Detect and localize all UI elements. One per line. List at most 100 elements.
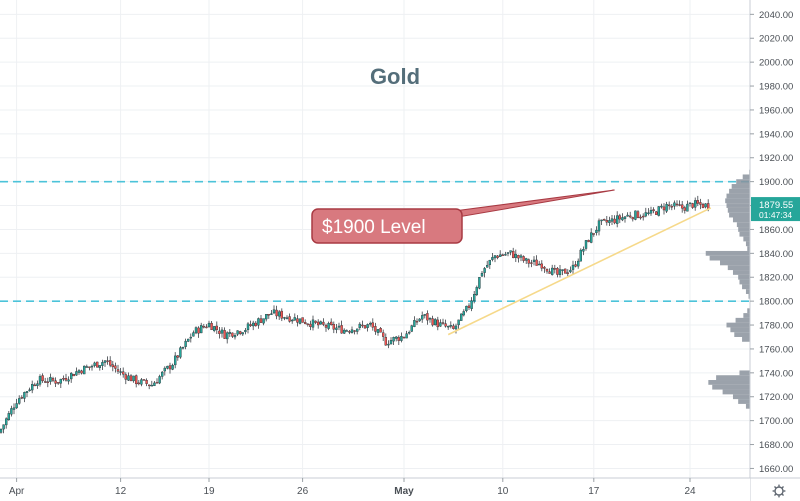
candle-body: [704, 203, 707, 208]
candle-body: [90, 365, 94, 368]
candle-body: [168, 365, 172, 370]
price-tick-label: 1840.00: [759, 249, 793, 260]
chart-settings[interactable]: [772, 484, 786, 498]
candle-body: [72, 374, 76, 377]
profile-row: [726, 322, 766, 328]
candle-body: [15, 403, 18, 409]
candle-body: [657, 206, 660, 216]
callout-box: [311, 208, 463, 244]
candle-body: [410, 325, 413, 332]
candle-body: [64, 377, 68, 381]
candle-body: [421, 315, 424, 320]
candle-body: [137, 382, 141, 385]
candle-body: [153, 382, 156, 387]
candle-body: [262, 318, 265, 324]
candle-body: [467, 305, 471, 308]
candle-body: [587, 239, 590, 243]
candle-body: [616, 215, 619, 224]
candle-body: [59, 378, 62, 384]
candle-body: [197, 327, 200, 334]
candle-body: [75, 371, 78, 376]
candle-body: [265, 314, 268, 320]
candle-body: [564, 268, 567, 274]
level-callout[interactable]: $1900 Level: [311, 189, 615, 244]
price-tick-label: 1660.00: [759, 464, 793, 475]
candle-body: [491, 257, 494, 260]
candle-body: [600, 219, 603, 222]
candle-body: [119, 371, 122, 373]
candle-body: [483, 268, 486, 273]
candle-body: [319, 321, 322, 325]
price-tick-label: 1820.00: [759, 273, 793, 284]
support-trendline: [447, 207, 712, 336]
profile-row: [722, 389, 766, 395]
candle-body: [649, 209, 653, 214]
candle-body: [660, 205, 663, 208]
candle-body: [496, 255, 499, 258]
price-axis[interactable]: 1660.00 1680.00 1700.00 1720.00 1740.00 1760.…: [749, 0, 800, 501]
profile-row: [726, 203, 766, 208]
candle-body: [571, 264, 575, 270]
candle-body: [655, 211, 658, 215]
candle-body: [179, 347, 182, 358]
candle-body: [566, 272, 569, 274]
candle-body: [350, 329, 354, 333]
candle-body: [636, 211, 640, 219]
candle-body: [192, 332, 195, 337]
time-tick-label: 10: [497, 486, 509, 497]
candle-body: [278, 311, 281, 317]
trendline[interactable]: [447, 207, 712, 336]
candle-body: [701, 203, 705, 208]
candle-body: [38, 376, 42, 385]
candle-body: [147, 384, 151, 387]
candle-body: [249, 324, 252, 327]
candle-body: [423, 314, 426, 316]
candle-body: [236, 330, 239, 335]
candle-body: [340, 325, 343, 334]
candle-body: [356, 328, 359, 332]
candle-body: [629, 215, 632, 218]
candle-body: [220, 329, 224, 334]
candle-body: [681, 204, 684, 209]
candle-body: [33, 384, 36, 387]
candle-body: [80, 370, 83, 374]
candle-body: [644, 212, 647, 217]
candle-body: [238, 331, 242, 334]
candle-body: [488, 259, 491, 266]
candle-body: [93, 362, 96, 366]
price-tick-label: 1700.00: [759, 416, 793, 427]
candle-body: [41, 375, 44, 382]
candle-body: [696, 200, 699, 204]
candle-body: [212, 326, 216, 331]
candle-body: [314, 320, 317, 323]
candle-body: [10, 408, 13, 415]
candle-body: [369, 323, 372, 325]
candle-body: [509, 250, 512, 253]
candle-body: [358, 323, 361, 328]
time-axis[interactable]: Apr 12 19 26 May 10 17 24: [0, 477, 800, 501]
candle-body: [634, 210, 637, 220]
candle-body: [527, 259, 530, 264]
candle-body: [366, 324, 369, 328]
candle-body: [134, 375, 138, 385]
candle-body: [335, 327, 338, 330]
profile-row: [732, 270, 766, 275]
profile-row: [732, 394, 766, 400]
candle-body: [228, 332, 232, 334]
candle-body: [405, 333, 408, 339]
profile-row: [712, 384, 766, 390]
candle-body: [382, 332, 385, 337]
candle-body: [441, 322, 445, 324]
profile-row: [716, 375, 766, 381]
profile-row: [725, 198, 766, 204]
candle-body: [106, 360, 109, 362]
candle-body: [158, 376, 161, 384]
candle-body: [345, 330, 348, 332]
gear-icon: [774, 486, 784, 496]
candle-body: [460, 313, 463, 321]
candle-body: [499, 254, 502, 257]
price-tick-label: 2000.00: [759, 58, 793, 69]
candle-body: [283, 317, 286, 319]
